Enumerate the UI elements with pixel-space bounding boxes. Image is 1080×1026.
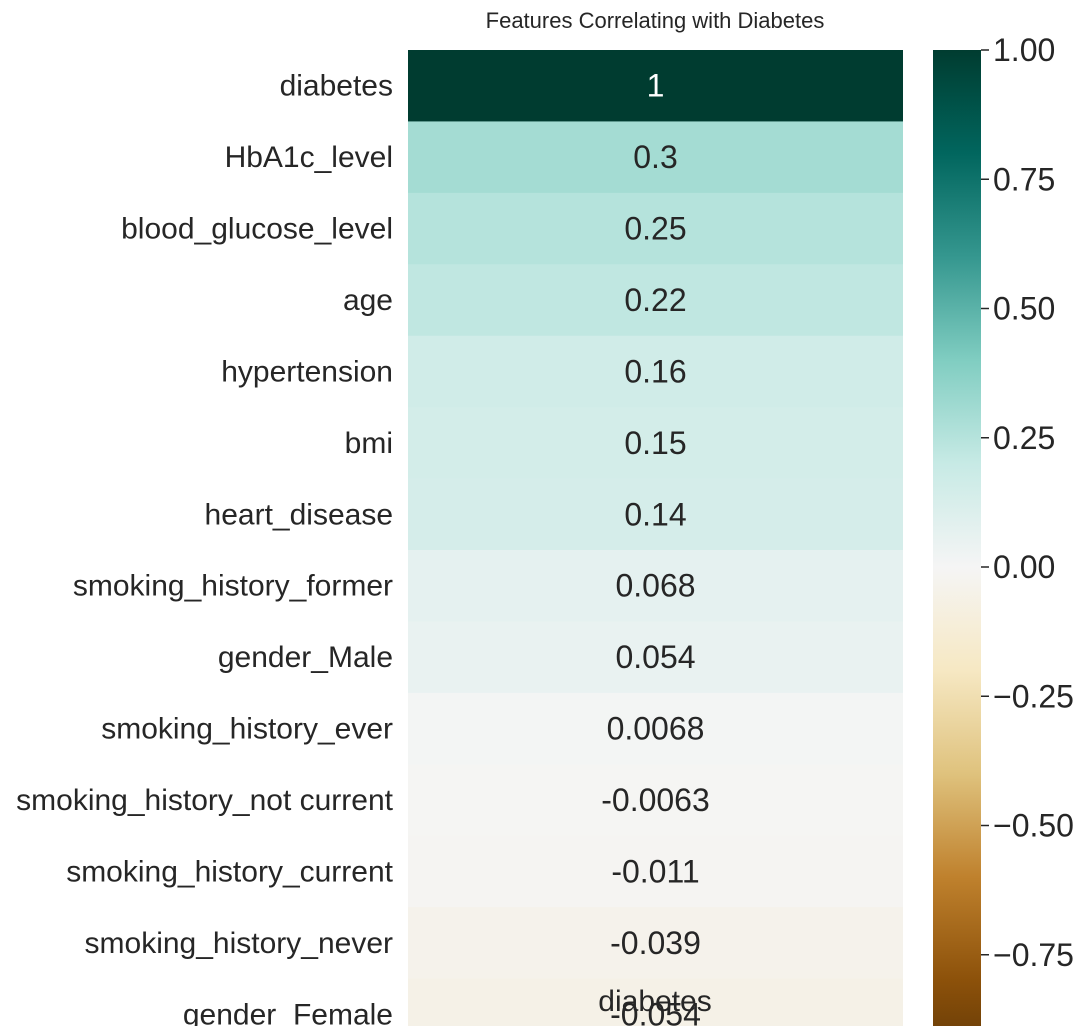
cell-value-label: -0.011 — [611, 853, 699, 889]
row-label: age — [343, 284, 393, 317]
row-label: heart_disease — [205, 498, 393, 531]
cell-value-label: -0.0063 — [601, 782, 710, 818]
row-label: bmi — [345, 427, 393, 460]
cell-value-label: 0.25 — [624, 211, 686, 247]
colorbar-ticks: 1.000.750.500.250.00−0.25−0.50−0.75−1.00 — [981, 32, 1074, 1026]
x-tick-label: diabetes — [598, 985, 711, 1018]
colorbar-tick-label: 0.25 — [993, 420, 1055, 456]
row-label: smoking_history_former — [73, 570, 393, 603]
row-label: smoking_history_current — [66, 855, 393, 888]
cell-value-label: 0.0068 — [607, 711, 705, 747]
row-label: smoking_history_ever — [101, 713, 393, 746]
colorbar-tick-label: 0.75 — [993, 161, 1055, 197]
row-labels: diabetes HbA1c_level blood_glucose_levelag… — [16, 70, 394, 1026]
colorbar-tick-label: 1.00 — [993, 32, 1055, 68]
row-label: diabetes — [280, 70, 393, 103]
row-label: smoking_history_not current — [16, 784, 394, 817]
row-label: smoking_history_never — [85, 927, 393, 960]
colorbar-tick-label: −0.75 — [993, 937, 1074, 973]
colorbar-tick-label: −0.50 — [993, 808, 1074, 844]
cell-value-label: 0.3 — [633, 139, 677, 175]
cell-value-label: 0.16 — [624, 353, 686, 389]
chart-title: Features Correlating with Diabetes — [486, 8, 825, 33]
cell-value-label: 0.068 — [615, 568, 695, 604]
row-label: HbA1c_level — [225, 141, 393, 174]
colorbar-tick-label: −0.25 — [993, 678, 1074, 714]
colorbar — [933, 50, 981, 1026]
colorbar-tick-label: 0.00 — [993, 549, 1055, 585]
heatmap-cells: 1 0.3 0.25 0.22 0.16 0.15 0.14 0.068 0.054 0.0068… — [408, 50, 903, 1026]
cell-value-label: 0.14 — [624, 496, 686, 532]
cell-value-label: 0.15 — [624, 425, 686, 461]
colorbar-tick-label: 0.50 — [993, 291, 1055, 327]
cell-value-label: 1 — [647, 68, 665, 104]
row-label: hypertension — [221, 355, 393, 388]
row-label: gender_Male — [218, 641, 393, 674]
cell-value-label: -0.039 — [610, 925, 701, 961]
cell-value-label: 0.054 — [615, 639, 695, 675]
row-label: gender_Female — [183, 998, 393, 1026]
cell-value-label: 0.22 — [624, 282, 686, 318]
row-label: blood_glucose_level — [121, 213, 393, 246]
